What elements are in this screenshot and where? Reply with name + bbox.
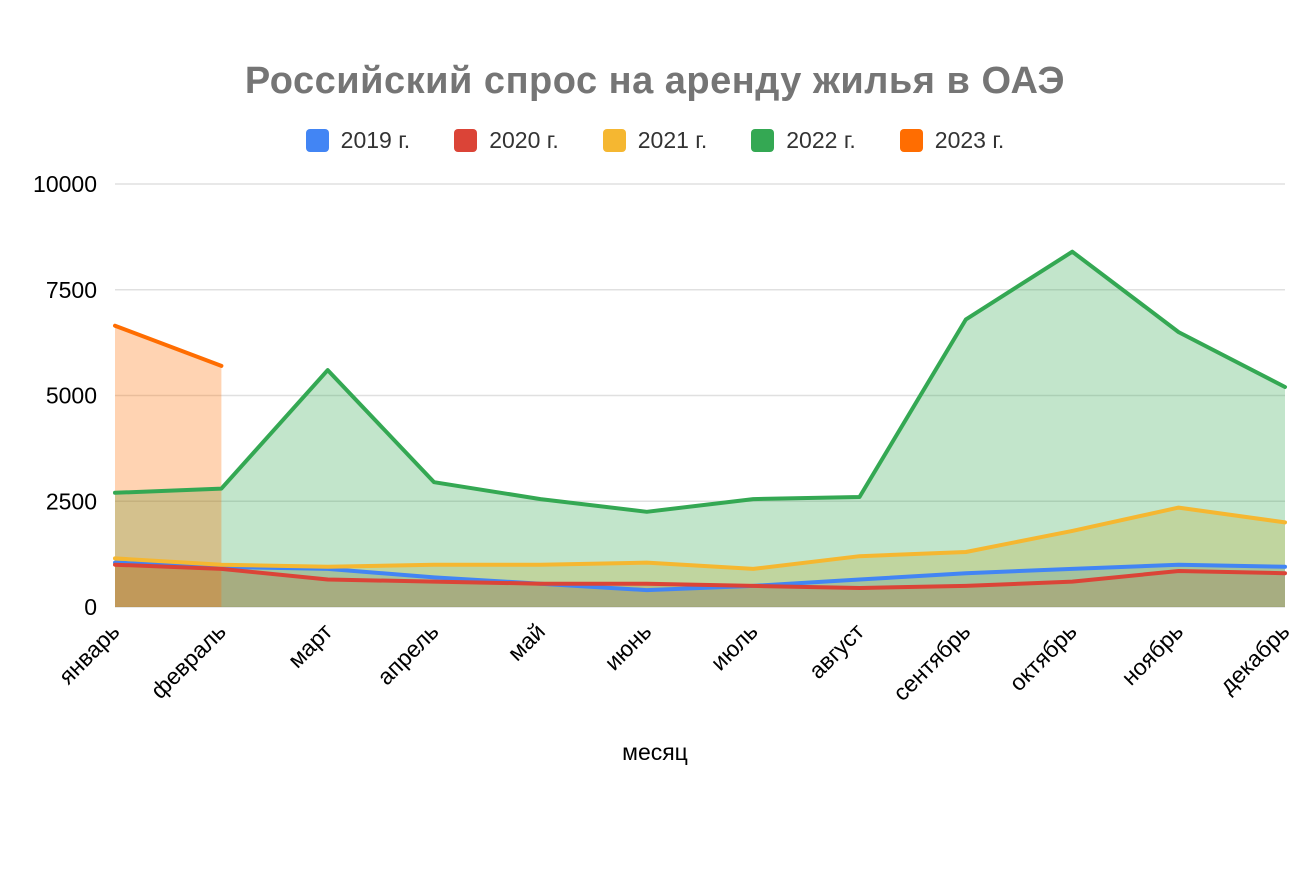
legend-label: 2022 г.: [786, 127, 856, 153]
legend-label: 2023 г.: [934, 127, 1005, 153]
line-series-2019: [113, 560, 1287, 593]
x-axis-tick-label: август: [804, 618, 870, 684]
legend-label: 2020 г.: [489, 127, 559, 153]
legend-item-2019[interactable]: 2019 г.: [305, 127, 411, 154]
legend-item-2020[interactable]: 2020 г.: [454, 127, 559, 154]
legend-label: 2021 г.: [637, 127, 708, 153]
x-axis-tick-label: ноябрь: [1116, 618, 1188, 690]
line-series-2022: [113, 249, 1287, 514]
x-axis-tick-label: сентябрь: [888, 618, 976, 706]
chart-legend: 2019 г. 2020 г. 2021 г. 2022 г. 2023 г.: [0, 127, 1310, 154]
x-axis-tick-label: февраль: [145, 618, 231, 704]
legend-item-2022[interactable]: 2022 г.: [751, 127, 856, 154]
legend-swatch-icon: [602, 129, 626, 152]
line-series-2020: [113, 562, 1287, 590]
x-axis-tick-label: январь: [53, 618, 124, 689]
area-chart: 0 2500 5000 7500 10000 январь февраль март апрел…: [33, 171, 1295, 706]
area-series-2022: [115, 251, 1285, 607]
legend-item-2021[interactable]: 2021 г.: [602, 127, 708, 154]
y-axis-tick-label: 2500: [46, 488, 97, 514]
line-series-2023: [113, 323, 224, 368]
chart-title: Российский спрос на аренду жилья в ОАЭ: [244, 60, 1066, 102]
legend-swatch-icon: [899, 129, 923, 152]
y-axis-tick-label: 7500: [46, 277, 97, 303]
x-axis-tick-label: май: [502, 618, 550, 666]
legend-swatch-icon: [454, 129, 478, 152]
x-axis-tick-label: октябрь: [1004, 618, 1082, 696]
y-axis-tick-label: 0: [84, 594, 97, 620]
legend-item-2023[interactable]: 2023 г.: [899, 127, 1005, 154]
x-axis-title: месяц: [622, 739, 688, 765]
x-axis-tick-label: июнь: [599, 618, 656, 675]
legend-swatch-icon: [305, 129, 329, 152]
x-axis-tick-label: апрель: [372, 618, 444, 690]
x-axis-tick-label: март: [283, 618, 338, 673]
area-series-2023: [115, 325, 222, 607]
x-axis-tick-label: июль: [705, 618, 762, 675]
line-series-2021: [113, 505, 1287, 571]
legend-label: 2019 г.: [340, 127, 411, 153]
x-axis-tick-label: декабрь: [1214, 618, 1294, 698]
y-axis-tick-label: 5000: [46, 383, 97, 409]
y-axis-tick-label: 10000: [33, 171, 97, 197]
legend-swatch-icon: [751, 129, 775, 152]
